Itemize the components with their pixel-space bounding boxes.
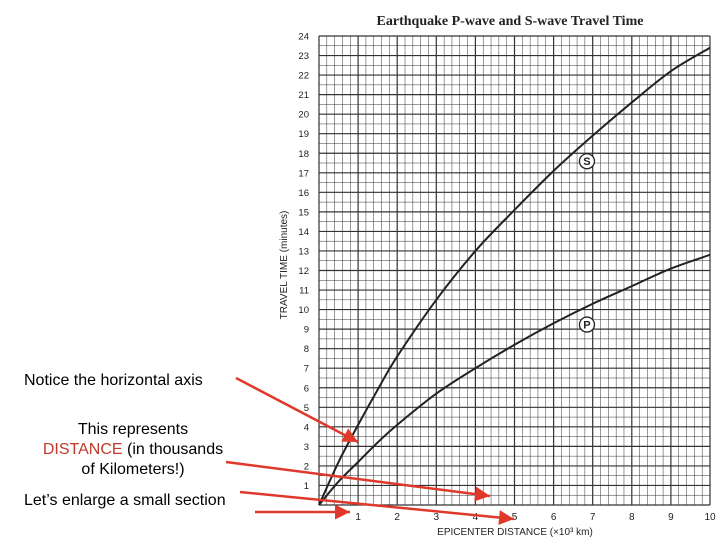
curve-label-s: S [583, 156, 590, 168]
curve-p [318, 253, 711, 506]
x-tick-label: 6 [551, 512, 557, 523]
x-tick-label: 2 [394, 512, 400, 523]
note-represents-rest: (in thousands [122, 441, 224, 458]
y-tick-label: 16 [298, 188, 309, 199]
distance-highlight: DISTANCE [42, 441, 123, 458]
curve-label-circle-s [578, 153, 596, 170]
y-tick-label: 17 [298, 168, 309, 179]
x-tick-label: 9 [668, 512, 674, 523]
y-tick-label: 15 [298, 207, 309, 218]
x-tick-label: 1 [355, 512, 361, 523]
y-tick-label: 11 [299, 286, 309, 297]
curve-s [318, 46, 711, 506]
y-tick-label: 6 [304, 383, 309, 394]
x-axis-label: EPICENTER DISTANCE (×10³ km) [437, 527, 593, 538]
y-tick-label: 10 [298, 305, 309, 316]
y-tick-label: 12 [298, 266, 309, 277]
x-tick-label: 10 [704, 512, 716, 523]
y-tick-label: 19 [298, 129, 309, 140]
y-tick-label: 23 [298, 51, 309, 62]
y-tick-label: 9 [304, 325, 309, 336]
chart-title: Earthquake P-wave and S-wave Travel Time [377, 14, 644, 29]
y-tick-label: 1 [304, 481, 309, 492]
x-tick-label: 8 [629, 512, 635, 523]
note-represents-line2: DISTANCE (in thousands [28, 440, 238, 460]
curve-label-circle-p [578, 316, 596, 333]
y-tick-label: 20 [298, 110, 309, 121]
y-tick-label: 2 [304, 461, 309, 472]
x-tick-label: 4 [473, 512, 479, 523]
x-tick-label: 7 [590, 512, 596, 523]
y-tick-label: 24 [298, 32, 309, 43]
x-tick-labels: 1 2 3 4 5 6 7 8 9 10 [355, 512, 716, 523]
y-tick-label: 18 [298, 149, 309, 160]
curve-label-p: P [583, 320, 590, 332]
annotation-arrow [225, 460, 491, 502]
note-represents-line1: This represents [77, 421, 189, 438]
y-tick-label: 4 [304, 422, 309, 433]
x-tick-label: 3 [434, 512, 440, 523]
annotation-arrow [239, 490, 515, 525]
y-tick-label: 3 [304, 442, 309, 453]
y-tick-label: 21 [298, 90, 309, 101]
x-tick-label: 5 [512, 512, 518, 523]
annotation-arrow [235, 376, 359, 444]
major-grid [318, 35, 711, 506]
y-tick-label: 5 [304, 403, 309, 414]
y-tick-label: 14 [298, 227, 309, 238]
y-tick-label: 22 [298, 71, 309, 82]
y-tick-label: 13 [298, 246, 309, 257]
y-tick-label: 7 [304, 364, 309, 375]
wave-curves [318, 46, 711, 506]
note-horizontal-axis: Notice the horizontal axis [24, 372, 203, 389]
y-tick-label: 8 [304, 344, 309, 355]
y-axis-label: TRAVEL TIME (minutes) [279, 211, 290, 320]
annotation-arrows [225, 376, 515, 525]
note-represents-line3: of Kilometers!) [81, 461, 185, 478]
curve-labels: SP [578, 153, 596, 333]
note-represents-distance: This represents DISTANCE (in thousands o… [28, 420, 238, 480]
note-enlarge-section: Let’s enlarge a small section [24, 492, 226, 509]
